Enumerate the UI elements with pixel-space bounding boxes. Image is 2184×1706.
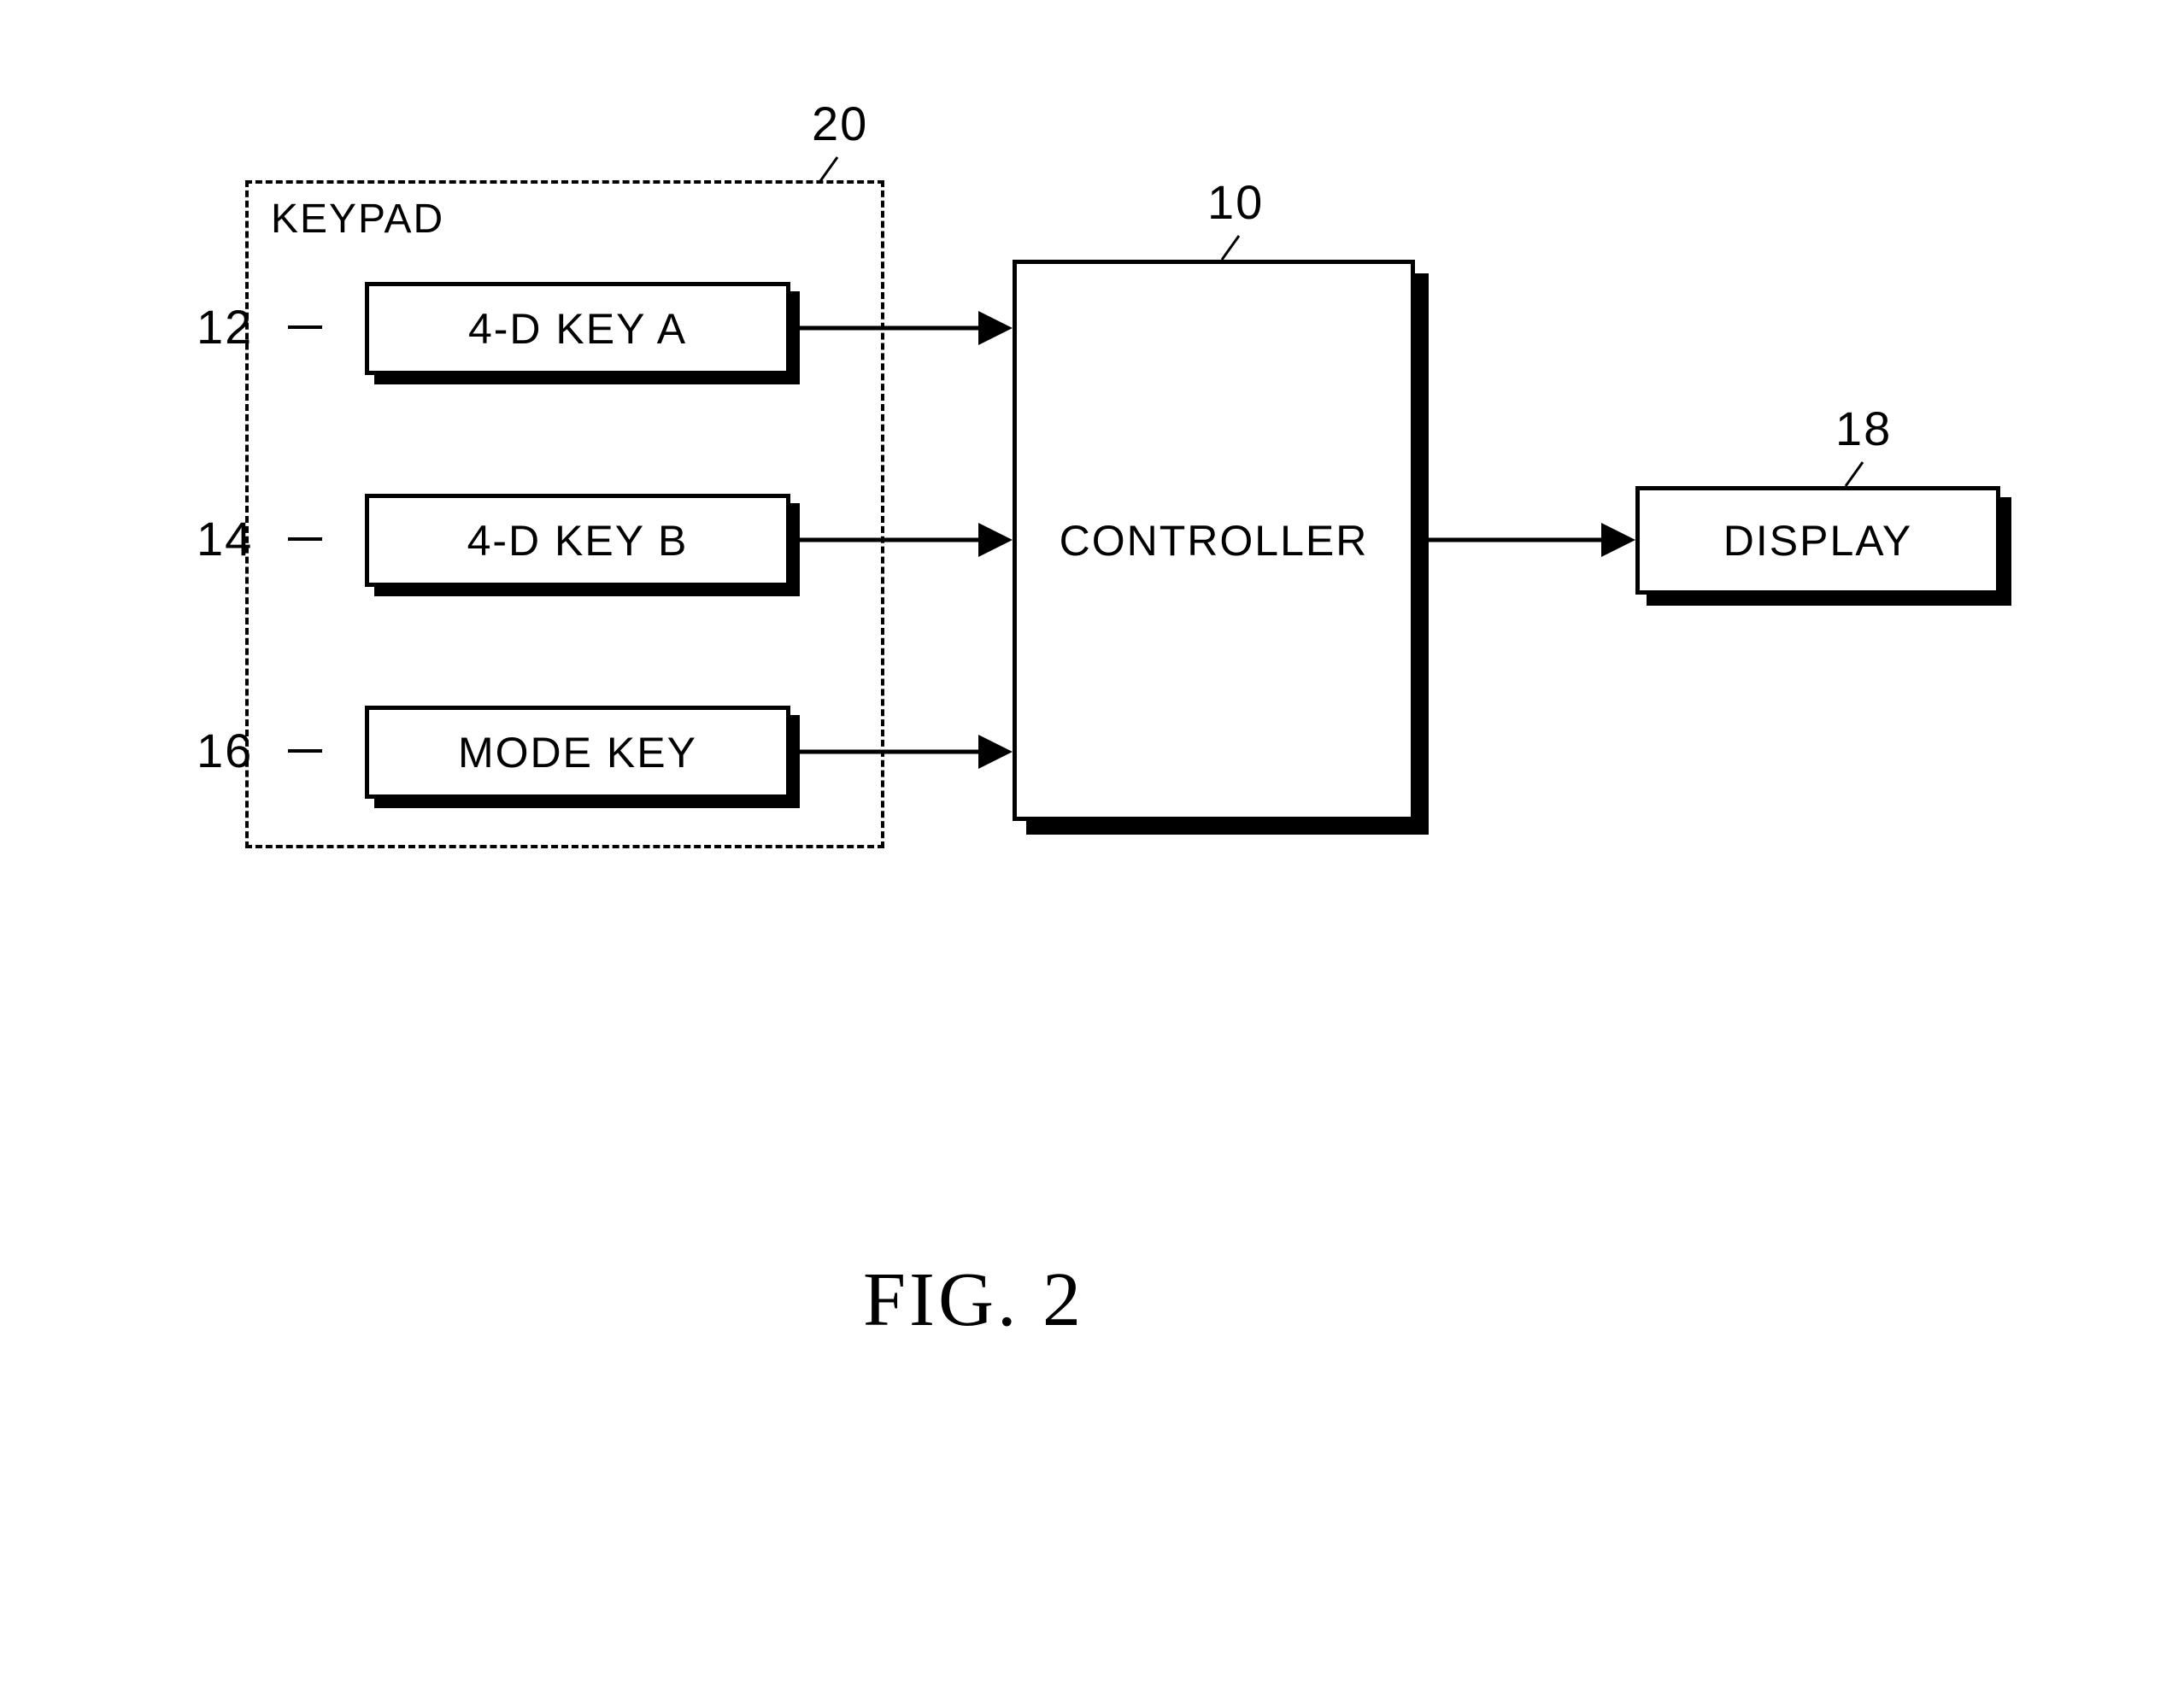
- block-keyA: 4-D KEY A: [365, 282, 790, 375]
- block-keyB: 4-D KEY B: [365, 494, 790, 587]
- block-display: DISPLAY: [1635, 486, 2000, 595]
- tick-keyB: [288, 537, 322, 541]
- label-display: DISPLAY: [1723, 516, 1913, 566]
- label-controller: CONTROLLER: [1060, 516, 1369, 566]
- block-modeKey: MODE KEY: [365, 706, 790, 799]
- block-controller: CONTROLLER: [1013, 260, 1415, 821]
- ref-14: 14: [197, 511, 253, 566]
- ref-10: 10: [1207, 174, 1264, 230]
- figure-caption: FIG. 2: [863, 1256, 1084, 1344]
- ref-18: 18: [1835, 401, 1892, 456]
- tick-keyA: [288, 325, 322, 329]
- ref-20: 20: [812, 96, 868, 151]
- label-keyA: 4-D KEY A: [468, 304, 687, 354]
- diagram-canvas: KEYPAD 20 4-D KEY A 12 4-D KEY B 14 MODE…: [0, 0, 2184, 1706]
- tick-modeKey: [288, 749, 322, 753]
- keypad-title: KEYPAD: [271, 196, 444, 243]
- ref-16: 16: [197, 723, 253, 778]
- label-modeKey: MODE KEY: [458, 728, 697, 777]
- edge-controller-display: [0, 0, 1, 1]
- label-keyB: 4-D KEY B: [467, 516, 689, 566]
- ref-12: 12: [197, 299, 253, 355]
